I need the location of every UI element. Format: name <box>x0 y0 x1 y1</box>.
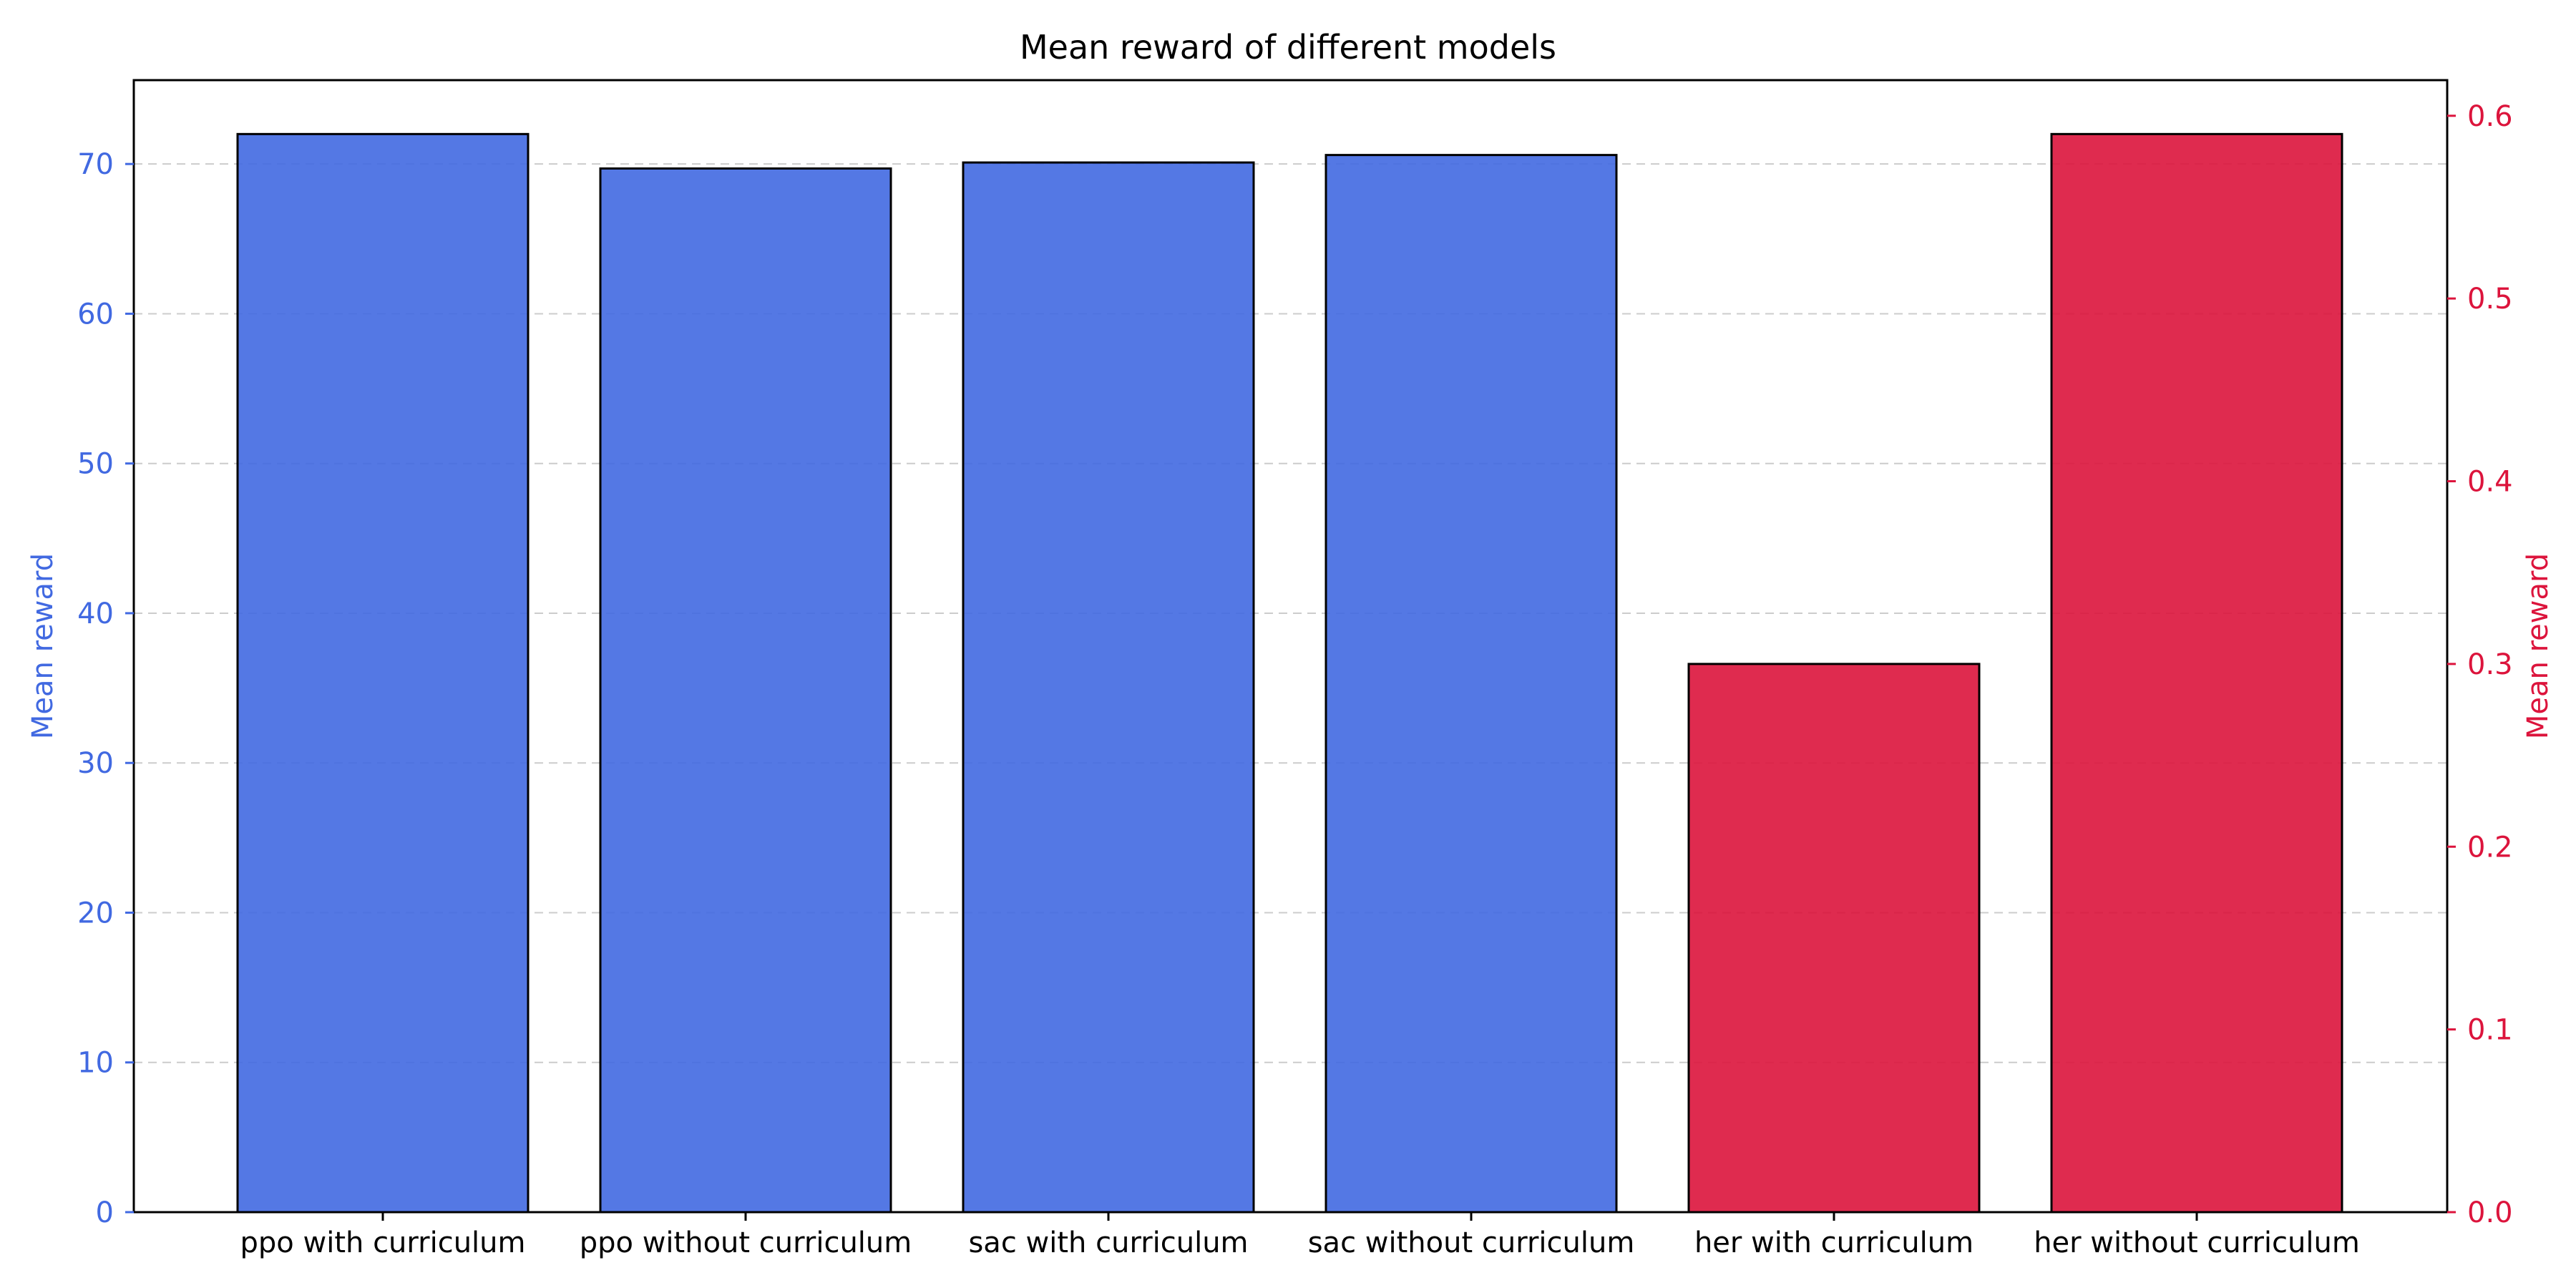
right-axis-label: Mean reward <box>2522 553 2555 739</box>
x-tick-label: her with curriculum <box>1694 1226 1974 1259</box>
x-axis-ticks: ppo with curriculum ppo without curriculu… <box>240 1212 2360 1259</box>
right-axis-ticks: 0.0 0.1 0.2 0.3 0.4 0.5 0.6 <box>2447 100 2513 1229</box>
left-tick-label: 0 <box>96 1196 114 1229</box>
bar <box>1324 154 1618 1214</box>
bar <box>2050 132 2343 1214</box>
left-tick-label: 10 <box>77 1047 114 1080</box>
right-tick-label: 0.4 <box>2467 466 2513 499</box>
left-tick-label: 60 <box>77 298 114 331</box>
left-tick-label: 50 <box>77 448 114 481</box>
left-axis-label: Mean reward <box>26 553 59 739</box>
x-tick-label: sac with curriculum <box>968 1226 1248 1259</box>
chart-title: Mean reward of different models <box>1020 28 1556 67</box>
x-tick-label: her without curriculum <box>2034 1226 2360 1259</box>
right-tick-label: 0.5 <box>2467 283 2513 316</box>
bars <box>236 132 2343 1214</box>
right-tick-label: 0.1 <box>2467 1014 2513 1047</box>
right-tick-label: 0.6 <box>2467 100 2513 133</box>
left-tick-label: 70 <box>77 148 114 181</box>
x-tick-label: ppo with curriculum <box>240 1226 526 1259</box>
bar <box>962 161 1255 1214</box>
bar <box>236 132 530 1214</box>
bar <box>599 167 892 1214</box>
left-tick-label: 30 <box>77 747 114 780</box>
right-tick-label: 0.2 <box>2467 831 2513 864</box>
bar <box>1687 663 1981 1214</box>
left-axis-ticks: 0 10 20 30 40 50 60 70 <box>77 148 134 1229</box>
right-tick-label: 0.0 <box>2467 1196 2513 1229</box>
plot-frame <box>132 79 2449 1214</box>
left-tick-label: 40 <box>77 597 114 630</box>
left-tick-label: 20 <box>77 897 114 930</box>
x-tick-label: ppo without curriculum <box>580 1226 912 1259</box>
x-tick-label: sac without curriculum <box>1308 1226 1635 1259</box>
right-tick-label: 0.3 <box>2467 648 2513 681</box>
